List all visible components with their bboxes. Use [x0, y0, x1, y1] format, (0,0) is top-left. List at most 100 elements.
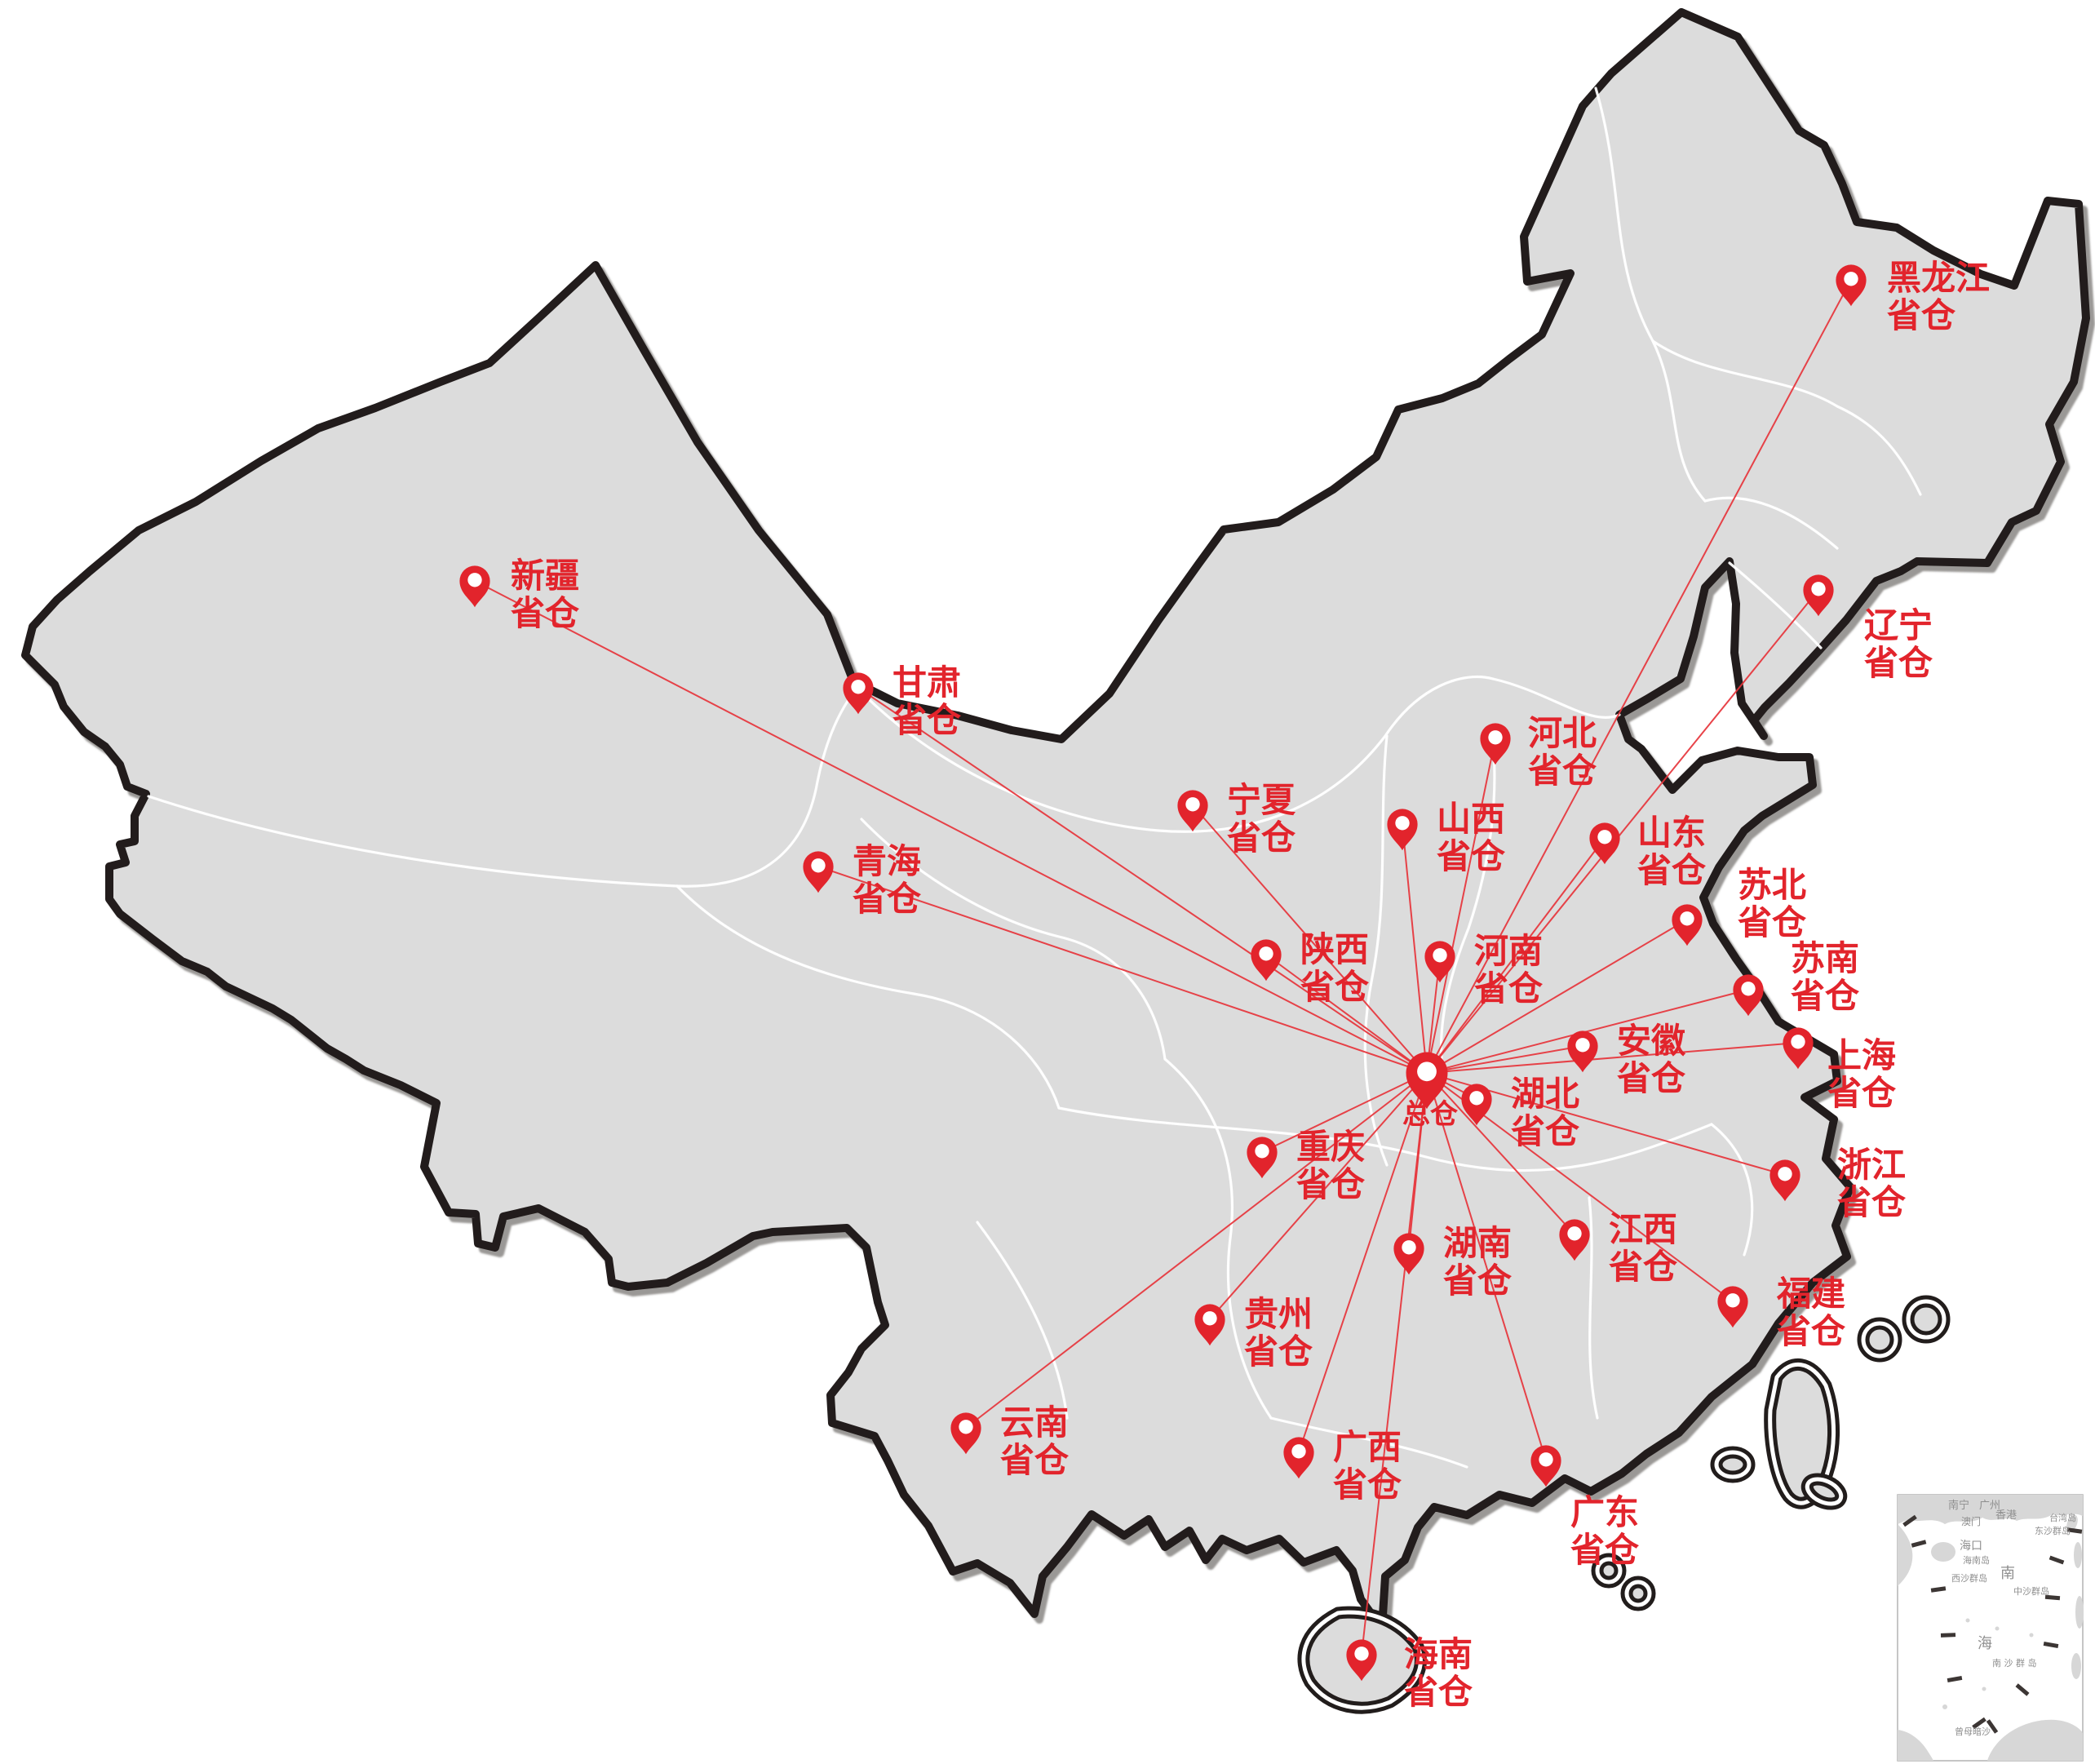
inset-malay [1898, 1730, 1933, 1761]
warehouse-label-name: 上海 [1827, 1035, 1896, 1075]
inset-philippines-1 [2074, 1542, 2082, 1568]
map-pin-江西 [1559, 1219, 1590, 1261]
link-line-19 [1426, 1072, 1575, 1235]
link-line-12 [1426, 989, 1749, 1074]
link-line-22 [965, 1072, 1428, 1429]
link-line-20 [1209, 1072, 1428, 1320]
inset-borneo [1987, 1719, 2083, 1761]
map-pin-河北 [1480, 723, 1511, 765]
warehouse-label-suffix: 省仓 [1437, 836, 1506, 876]
map-pin-海南 [1346, 1639, 1377, 1682]
warehouse-label-suffix: 省仓 [1474, 968, 1544, 1008]
inset-label: 曾母暗沙 [1955, 1726, 1991, 1737]
inset-vietnam-coast [1898, 1524, 1913, 1586]
warehouse-label-name: 青海 [853, 841, 921, 881]
warehouse-label-name: 苏北 [1738, 865, 1806, 905]
warehouse-label-name: 江西 [1609, 1209, 1677, 1249]
inset-label: 广州 [1979, 1500, 2000, 1512]
link-line-5 [1192, 804, 1428, 1074]
warehouse-label-name: 甘肃 [892, 663, 961, 702]
warehouse-label-suffix: 省仓 [1511, 1111, 1580, 1151]
map-pin-湖南 [1393, 1233, 1424, 1275]
link-line-16 [1261, 1072, 1428, 1153]
map-pin-苏北 [1672, 904, 1703, 946]
warehouse-label-name: 重庆 [1296, 1127, 1365, 1167]
map-pin-浙江 [1769, 1159, 1800, 1202]
warehouse-pins [459, 264, 1867, 1682]
warehouse-label-name: 安徽 [1617, 1021, 1686, 1061]
link-line-0 [1426, 279, 1852, 1074]
warehouse-label-name: 广东 [1570, 1492, 1639, 1532]
link-line-24 [1426, 1072, 1547, 1461]
islands [1297, 1295, 1951, 1714]
warehouse-label-suffix: 省仓 [1864, 643, 1933, 683]
link-line-23 [1298, 1072, 1428, 1453]
province-borders [147, 86, 1922, 1469]
warehouse-label-name: 湖南 [1443, 1223, 1512, 1263]
map-pin-山西 [1387, 809, 1418, 851]
map-pin-宁夏 [1177, 790, 1208, 832]
inset-philippines-2 [2075, 1596, 2084, 1629]
warehouse-label-suffix: 省仓 [892, 700, 962, 740]
warehouse-label-suffix: 省仓 [1637, 850, 1707, 890]
warehouse-label-suffix: 省仓 [1827, 1073, 1897, 1113]
hub-link-lines [474, 279, 1852, 1655]
map-pin-广东 [1530, 1445, 1561, 1487]
warehouse-label-name: 辽宁 [1864, 605, 1933, 645]
inset-mainland-coast [1898, 1495, 2083, 1524]
map-pin-青海 [803, 851, 834, 893]
warehouse-label-suffix: 省仓 [1617, 1058, 1686, 1098]
link-line-4 [1426, 738, 1496, 1074]
hub-label: 总仓 [1402, 1098, 1459, 1131]
link-line-14 [1426, 1045, 1583, 1074]
link-line-9 [1426, 919, 1688, 1074]
inset-philippines-3 [2071, 1653, 2081, 1679]
map-pin-山东 [1589, 822, 1620, 865]
warehouse-label-suffix: 省仓 [1443, 1261, 1513, 1301]
warehouse-label-suffix: 省仓 [1333, 1465, 1402, 1505]
warehouse-label-suffix: 省仓 [1738, 902, 1807, 942]
link-line-25 [1361, 1072, 1428, 1655]
warehouse-label-name: 湖北 [1511, 1074, 1579, 1114]
map-pin-云南 [950, 1412, 981, 1455]
warehouse-label-name: 云南 [1000, 1403, 1069, 1443]
inset-label: 南宁 [1948, 1499, 1969, 1512]
inset-label: 香港 [1995, 1509, 2017, 1522]
map-pin-贵州 [1194, 1304, 1225, 1346]
warehouse-label-suffix: 省仓 [1528, 751, 1597, 791]
map-pin-上海 [1783, 1027, 1814, 1070]
warehouse-label-name: 贵州 [1244, 1294, 1313, 1334]
inset-label: 中沙群岛 [2013, 1585, 2049, 1597]
inset-label: 海南岛 [1963, 1554, 1990, 1566]
warehouse-label-suffix: 省仓 [511, 593, 580, 633]
warehouse-label-name: 广西 [1333, 1427, 1402, 1467]
warehouse-label-suffix: 省仓 [1609, 1247, 1678, 1287]
warehouse-label-name: 河北 [1528, 713, 1597, 753]
map-pin-hub [1406, 1052, 1448, 1110]
warehouse-label-name: 苏南 [1791, 938, 1859, 978]
map-pin-陕西 [1251, 939, 1282, 982]
warehouse-label-name: 山西 [1437, 799, 1505, 839]
link-line-10 [1265, 954, 1428, 1074]
warehouse-label-name: 河南 [1474, 931, 1543, 971]
inset-taiwan [2066, 1514, 2078, 1532]
map-pin-湖北 [1461, 1084, 1492, 1126]
inset-label: 海 [1978, 1635, 1992, 1652]
warehouse-label-name: 宁夏 [1227, 780, 1296, 820]
warehouse-label-suffix: 省仓 [1404, 1672, 1473, 1712]
map-pin-福建 [1717, 1286, 1748, 1328]
warehouse-label-name: 海南 [1404, 1634, 1473, 1674]
warehouse-label-suffix: 省仓 [1837, 1182, 1907, 1222]
inset-nine-dash-line [1902, 1514, 2083, 1734]
inset-label: 东沙群岛 [2035, 1525, 2071, 1536]
map-pin-辽宁 [1803, 574, 1834, 617]
warehouse-label-suffix: 省仓 [853, 879, 922, 919]
warehouse-label-name: 黑龙江 [1887, 258, 1990, 298]
map-pin-黑龙江 [1836, 264, 1867, 307]
inset-label: 南 沙 群 岛 [1992, 1657, 2037, 1669]
warehouse-label-suffix: 省仓 [1791, 976, 1860, 1016]
